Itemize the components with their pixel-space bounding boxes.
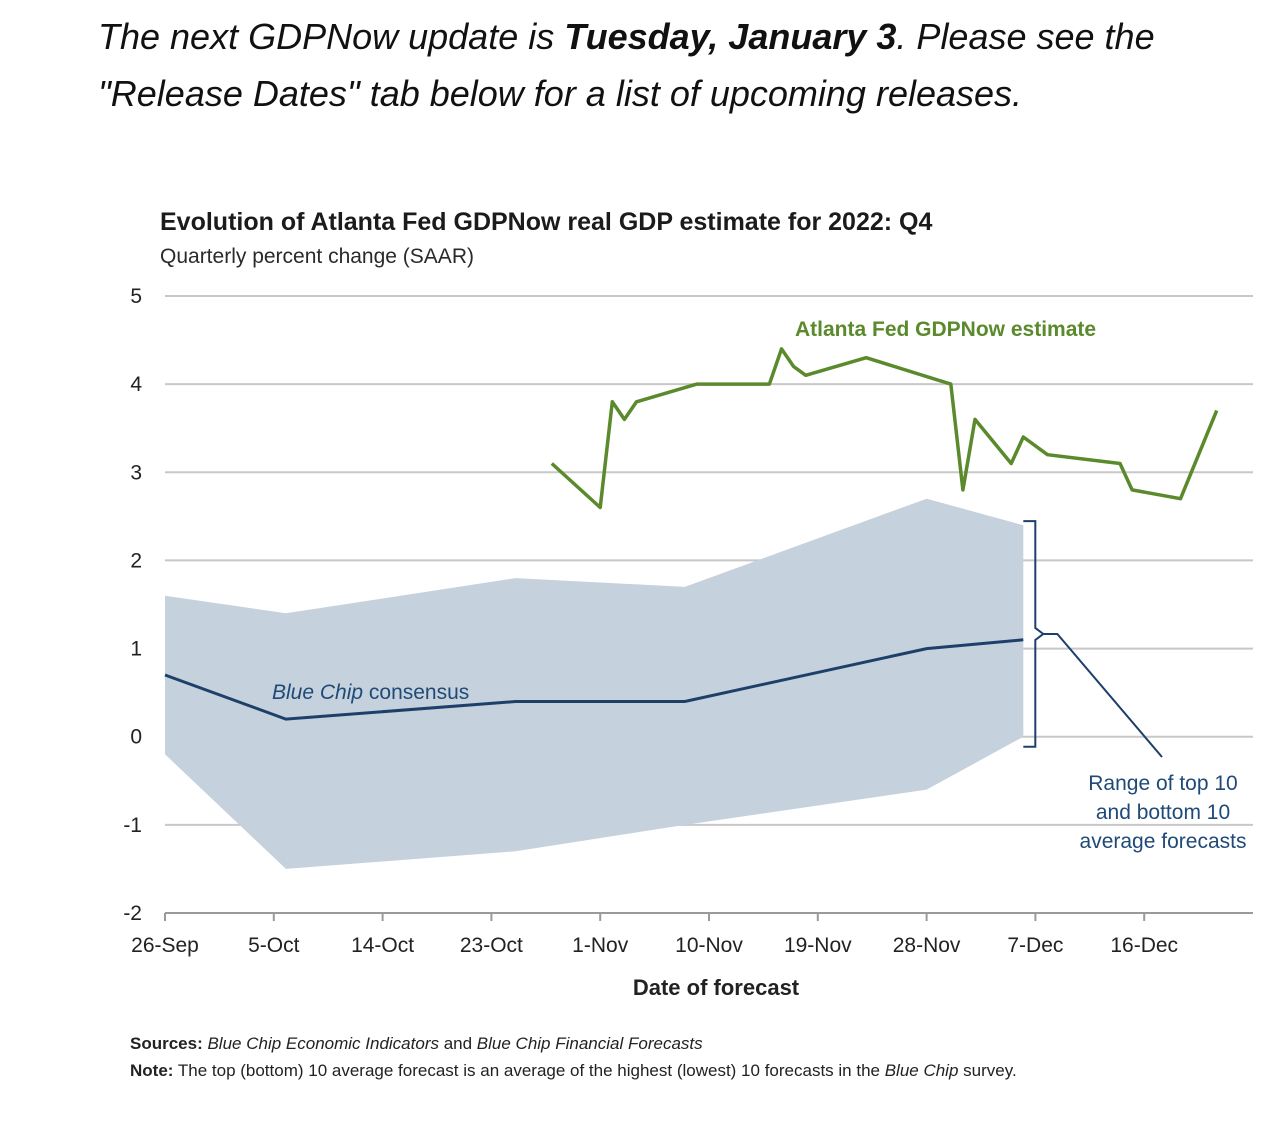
gdpnow-estimate-line xyxy=(550,347,1219,510)
release-notice: The next GDPNow update is Tuesday, Janua… xyxy=(98,8,1278,122)
range-label-1: Range of top 10 xyxy=(1088,772,1237,795)
notice-text-start: The next GDPNow update is xyxy=(98,16,565,57)
sources-line: Sources: Blue Chip Economic Indicators a… xyxy=(130,1034,703,1053)
range-bracket xyxy=(1023,520,1045,748)
y-tick-label: 1 xyxy=(130,638,142,661)
sources-and: and xyxy=(439,1034,477,1053)
range-label-3: average forecasts xyxy=(1080,830,1247,853)
range-label-2: and bottom 10 xyxy=(1096,801,1230,824)
x-tick-label: 7-Dec xyxy=(1007,934,1063,957)
gdpnow-label: Atlanta Fed GDPNow estimate xyxy=(795,318,1096,341)
blue-chip-consensus-line xyxy=(164,638,1024,721)
x-tick-label: 23-Oct xyxy=(460,934,523,957)
x-tick-label: 1-Nov xyxy=(572,934,629,957)
note-text: The top (bottom) 10 average forecast is … xyxy=(173,1061,884,1080)
forecast-range-area xyxy=(165,498,1024,869)
x-tick-label: 28-Nov xyxy=(893,934,961,957)
sources-part1: Blue Chip Economic Indicators xyxy=(203,1034,440,1053)
range-pointer-line xyxy=(1043,632,1163,758)
chart-subtitle: Quarterly percent change (SAAR) xyxy=(160,245,474,268)
x-tick-label: 5-Oct xyxy=(248,934,300,957)
note-end: survey. xyxy=(958,1061,1016,1080)
sources-label: Sources: xyxy=(130,1034,203,1053)
y-tick-label: 0 xyxy=(130,726,142,749)
note-line: Note: The top (bottom) 10 average foreca… xyxy=(130,1061,1017,1080)
y-tick-label: 2 xyxy=(130,549,142,572)
blue-chip-label: Blue Chip consensus xyxy=(272,681,469,704)
note-label: Note: xyxy=(130,1061,173,1080)
x-tick-label: 19-Nov xyxy=(784,934,852,957)
y-tick-label: 3 xyxy=(130,461,142,484)
notice-date: Tuesday, January 3 xyxy=(564,16,897,57)
sources-part2: Blue Chip Financial Forecasts xyxy=(477,1034,703,1053)
y-tick-label: -1 xyxy=(123,814,142,837)
x-tick-label: 10-Nov xyxy=(675,934,743,957)
chart-title: Evolution of Atlanta Fed GDPNow real GDP… xyxy=(160,208,932,236)
notice-text-end: . Please see the "Release Dates" tab bel… xyxy=(98,16,1155,114)
y-axis-labels: 5 4 3 2 1 0 -1 -2 xyxy=(123,285,142,925)
x-axis: 26-Sep 5-Oct 14-Oct 23-Oct 1-Nov 10-Nov 19-Nov… xyxy=(131,912,1253,957)
x-tick-label: 16-Dec xyxy=(1110,934,1178,957)
y-tick-label: -2 xyxy=(123,902,142,925)
blue-chip-label-italic: Blue Chip xyxy=(272,681,363,704)
x-tick-label: 26-Sep xyxy=(131,934,199,957)
y-tick-label: 5 xyxy=(130,285,142,308)
blue-chip-label-rest: consensus xyxy=(363,681,469,704)
note-italic: Blue Chip xyxy=(885,1061,959,1080)
x-tick-label: 14-Oct xyxy=(351,934,414,957)
y-tick-label: 4 xyxy=(130,373,142,396)
x-axis-title: Date of forecast xyxy=(633,975,800,1000)
